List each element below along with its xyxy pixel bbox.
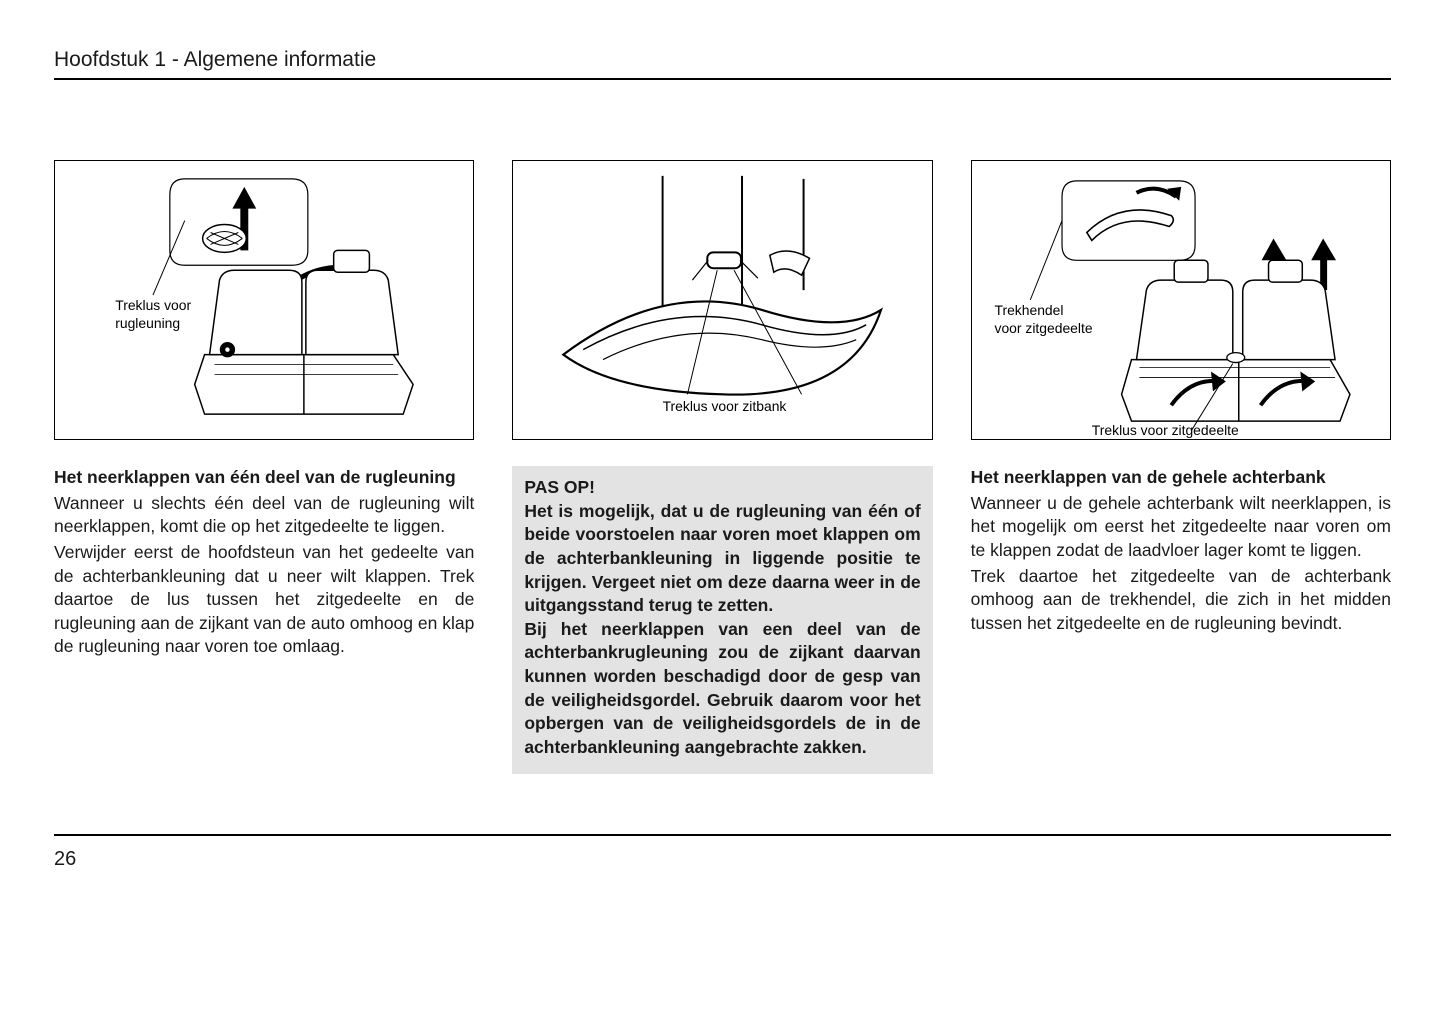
col1-p1: Wanneer u slechts één deel van de rugleu… [54,492,474,539]
col3-p2: Trek daartoe het zitgedeelte van de acht… [971,565,1391,636]
col2-callout: PAS OP! Het is mogelijk, dat u de rugleu… [512,466,932,774]
column-1: Treklus voor rugleuning [54,160,474,774]
page-number: 26 [54,834,1391,871]
figure-right: Trekhendel voor zitgedeelte [971,160,1391,440]
chapter-title: Hoofdstuk 1 - Algemene informatie [54,48,1391,80]
figure-right-label-1: Trekhendel [994,302,1063,318]
col3-text: Het neerklappen van de gehele achterbank… [971,466,1391,637]
col1-text: Het neerklappen van één deel van de rugl… [54,466,474,661]
col3-p1: Wanneer u de gehele achterbank wilt neer… [971,492,1391,563]
figure-left-label-1: Treklus voor [115,297,191,313]
col2-p1: Het is mogelijk, dat u de rugleuning van… [524,500,920,618]
col1-p2: Verwijder eerst de hoofdsteun van het ge… [54,541,474,659]
col2-heading: PAS OP! [524,476,920,500]
col1-heading: Het neerklappen van één deel van de rugl… [54,466,474,490]
figure-left-label-2: rugleuning [115,315,180,331]
content-columns: Treklus voor rugleuning [54,160,1391,774]
figure-right-label-2: voor zitgedeelte [994,320,1092,336]
figure-middle-label: Treklus voor zitbank [663,398,787,414]
figure-left: Treklus voor rugleuning [54,160,474,440]
col2-p2: Bij het neerklappen van een deel van de … [524,618,920,760]
figure-middle: Treklus voor zitbank [512,160,932,440]
column-2: Treklus voor zitbank PAS OP! Het is moge… [512,160,932,774]
column-3: Trekhendel voor zitgedeelte [971,160,1391,774]
figure-right-label-bottom: Treklus voor zitgedeelte [1091,422,1238,438]
col3-heading: Het neerklappen van de gehele achterbank [971,466,1391,490]
